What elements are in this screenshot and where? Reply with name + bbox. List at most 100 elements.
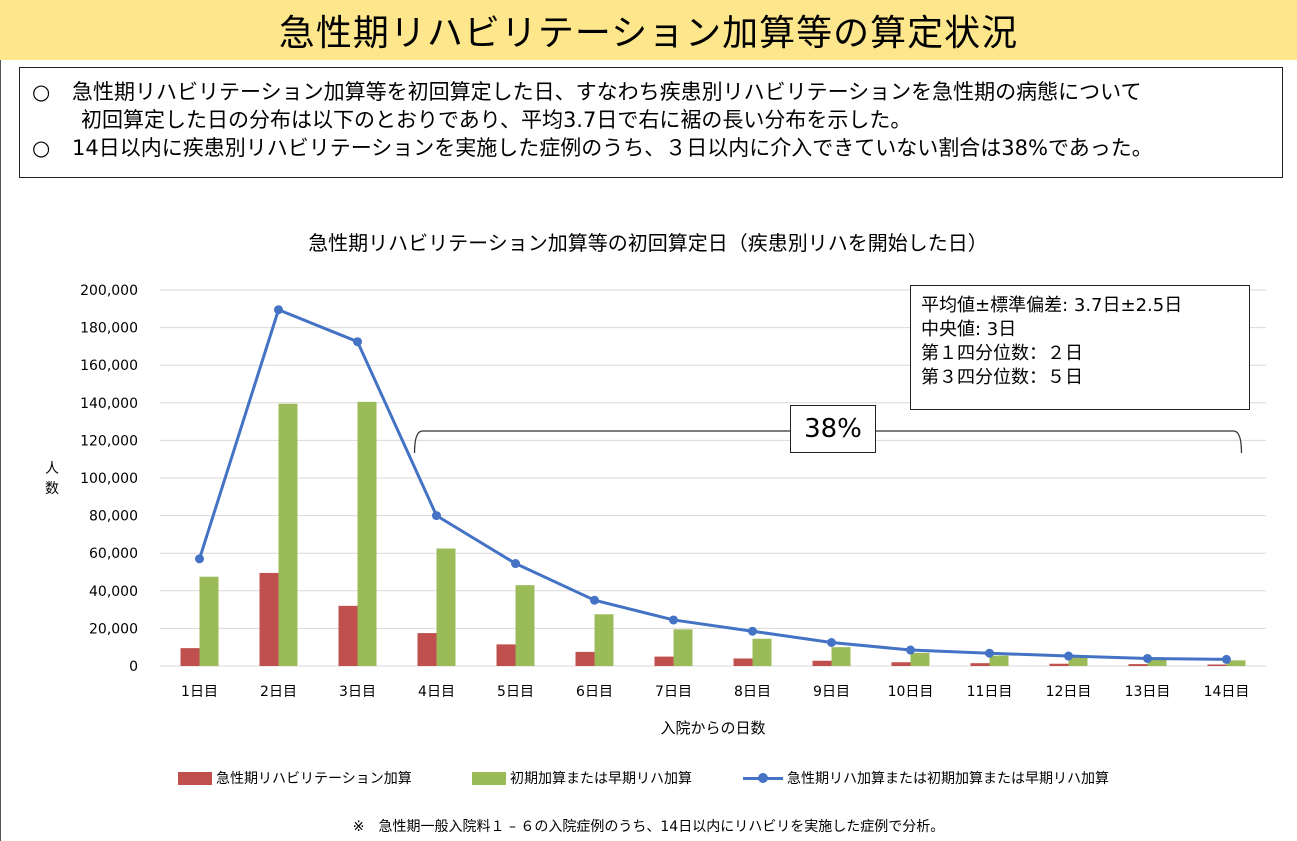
legend-item-combined: 急性期リハ加算または初期加算または早期リハ加算	[743, 768, 1109, 788]
summary-point-1-cont: 初回算定した日の分布は以下のとおりであり、平均3.7日で右に裾の長い分布を示した…	[81, 108, 912, 132]
chart-title: 急性期リハビリテーション加算等の初回算定日（疾患別リハを開始した日）	[308, 231, 988, 255]
series-line	[198, 308, 1227, 661]
line-point	[195, 554, 204, 564]
x-tick-label: 1日目	[181, 684, 218, 700]
summary-point-2: ○ 14日以内に疾患別リハビリテーションを実施した症例のうち、３日以内に介入できて…	[32, 134, 1270, 162]
y-axis-label: 数	[45, 481, 59, 497]
line-point	[985, 648, 994, 658]
bar	[654, 656, 674, 666]
x-tick-label: 10日目	[888, 684, 934, 700]
bar	[673, 629, 693, 666]
line-point	[432, 511, 441, 521]
x-tick-label: 4日目	[418, 684, 455, 700]
x-tick-label: 5日目	[497, 684, 534, 700]
bar	[733, 658, 753, 666]
line-point	[590, 595, 599, 605]
chart: 急性期リハビリテーション加算等の初回算定日（疾患別リハを開始した日） 0 20,00…	[45, 231, 1266, 737]
y-tick-label: 120,000	[80, 433, 138, 449]
title-banner: 急性期リハビリテーション加算等の算定状況	[0, 0, 1297, 60]
bar	[891, 662, 911, 666]
y-tick-label: 20,000	[89, 621, 138, 637]
bar	[594, 614, 614, 666]
x-tick-label: 2日目	[260, 684, 297, 700]
y-tick-label: 160,000	[80, 358, 138, 374]
line-point	[906, 645, 915, 655]
stats-q1: 第１四分位数：２日	[921, 343, 1083, 364]
summary-point-1: ○ 急性期リハビリテーション加算等を初回算定した日、すなわち疾患別リハビリテーショ…	[32, 78, 1270, 106]
line-point	[274, 305, 283, 315]
x-axis-label: 入院からの日数	[660, 719, 765, 737]
bar	[910, 652, 930, 666]
stats-q3: 第３四分位数：５日	[921, 367, 1083, 388]
line-point	[748, 626, 757, 636]
bar	[970, 663, 990, 666]
line-point	[827, 638, 836, 647]
x-tick-label: 9日目	[813, 684, 850, 700]
bullet-icon: ○	[32, 136, 51, 160]
summary-text-2: 14日以内に疾患別リハビリテーションを実施した症例のうち、３日以内に介入できてい…	[72, 136, 1153, 160]
x-tick-label: 6日目	[576, 684, 613, 700]
bar	[989, 655, 1009, 666]
x-tick-label: 14日目	[1204, 684, 1250, 700]
y-tick-label: 0	[129, 659, 138, 675]
chart-legend: 急性期リハビリテーション加算 初期加算または早期リハ加算 急性期リハ加算または初…	[0, 768, 1297, 790]
y-tick-label: 200,000	[80, 283, 138, 299]
stats-box: 平均値±標準偏差: 3.7日±2.5日 中央値: 3日 第１四分位数：２日 第３…	[910, 285, 1250, 410]
y-tick-label: 60,000	[89, 546, 138, 562]
bar	[515, 585, 535, 666]
line-point	[1064, 651, 1073, 661]
bar	[1068, 657, 1088, 666]
bar	[259, 572, 279, 666]
y-tick-label: 180,000	[80, 321, 138, 337]
y-axis-label: 人	[45, 461, 59, 477]
y-tick-label: 80,000	[89, 509, 138, 525]
page-title: 急性期リハビリテーション加算等の算定状況	[278, 13, 1019, 54]
stats-median: 中央値: 3日	[921, 319, 1017, 340]
bar	[436, 548, 456, 666]
legend-swatch-line	[743, 772, 783, 785]
y-tick-label: 100,000	[80, 471, 138, 487]
legend-item-early: 初期加算または早期リハ加算	[472, 768, 692, 788]
percentage-annotation: 38%	[790, 405, 876, 453]
left-border	[0, 60, 1, 841]
x-tick-label: 13日目	[1125, 684, 1171, 700]
stats-mean: 平均値±標準偏差: 3.7日±2.5日	[921, 295, 1183, 316]
legend-item-acute: 急性期リハビリテーション加算	[178, 768, 412, 788]
bar	[357, 401, 377, 666]
line-point	[1143, 653, 1152, 663]
line-point	[511, 559, 520, 569]
summary-text-1: 急性期リハビリテーション加算等を初回算定した日、すなわち疾患別リハビリテーション…	[72, 80, 1142, 104]
legend-label-acute: 急性期リハビリテーション加算	[216, 771, 412, 787]
line-point	[1222, 654, 1231, 664]
y-tick-label: 40,000	[89, 584, 138, 600]
x-tick-label: 12日目	[1046, 684, 1092, 700]
bar	[417, 633, 437, 666]
legend-label-early: 初期加算または早期リハ加算	[510, 771, 692, 787]
footnote: ※ 急性期一般入院料１ – ６の入院症例のうち、14日以内にリハビリを実施した症…	[352, 819, 945, 835]
bar	[338, 605, 358, 666]
x-tick-label: 8日目	[734, 684, 771, 700]
bar	[278, 403, 298, 666]
line-point	[353, 337, 362, 347]
x-tick-label: 7日目	[655, 684, 692, 700]
bullet-icon: ○	[32, 80, 51, 104]
bar	[1147, 659, 1167, 666]
bar	[812, 660, 832, 666]
legend-swatch-green	[472, 771, 506, 785]
bar	[496, 644, 516, 666]
bar	[199, 576, 219, 666]
bar	[1207, 664, 1227, 666]
x-tick-label: 3日目	[339, 684, 376, 700]
bar	[1226, 660, 1246, 666]
legend-label-combined: 急性期リハ加算または初期加算または早期リハ加算	[787, 771, 1109, 787]
bar	[752, 638, 772, 666]
line-point	[669, 615, 678, 625]
summary-box: ○ 急性期リハビリテーション加算等を初回算定した日、すなわち疾患別リハビリテーショ…	[19, 67, 1283, 178]
x-tick-label: 11日目	[967, 684, 1013, 700]
legend-swatch-red	[178, 771, 212, 785]
y-tick-label: 140,000	[80, 396, 138, 412]
bar	[1049, 663, 1069, 666]
bar	[831, 647, 851, 666]
bar	[1128, 664, 1148, 666]
bar	[180, 648, 200, 666]
